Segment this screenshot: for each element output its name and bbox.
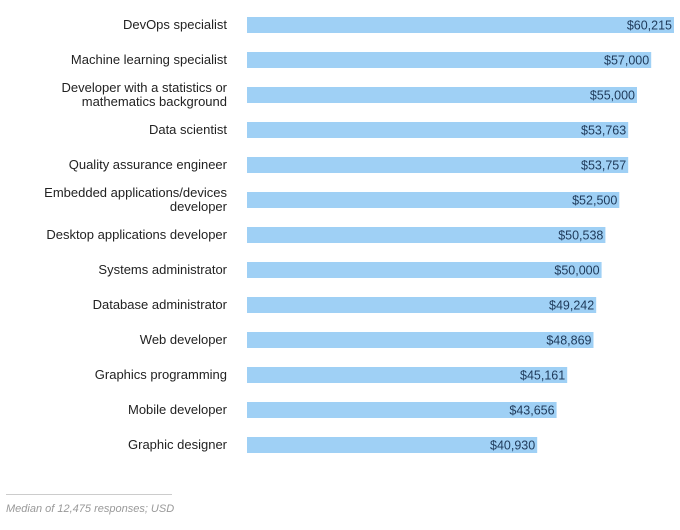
bar-1 bbox=[247, 52, 652, 68]
value-label-9: $48,869 bbox=[546, 334, 591, 348]
category-label-2: Developer with a statistics or mathematic… bbox=[62, 80, 228, 109]
value-label-7: $50,000 bbox=[554, 264, 599, 278]
category-label-7: Systems administrator bbox=[98, 262, 227, 277]
category-label-10: Graphics programming bbox=[95, 367, 227, 382]
category-label-9: Web developer bbox=[140, 332, 228, 347]
value-label-0: $60,215 bbox=[627, 19, 672, 33]
category-label-3: Data scientist bbox=[149, 122, 227, 137]
bar-9 bbox=[247, 332, 594, 348]
value-label-11: $43,656 bbox=[509, 404, 554, 418]
value-label-2: $55,000 bbox=[590, 89, 635, 103]
bar-5 bbox=[247, 192, 620, 208]
bar-chart: $60,215 DevOps specialist $57,000 Machine l… bbox=[44, 17, 674, 453]
footnote-divider bbox=[6, 494, 172, 495]
bar-6 bbox=[247, 227, 606, 243]
bar-2 bbox=[247, 87, 637, 103]
bar-4 bbox=[247, 157, 629, 173]
category-label-4: Quality assurance engineer bbox=[69, 157, 228, 172]
bar-3 bbox=[247, 122, 629, 138]
category-label-12: Graphic designer bbox=[128, 437, 228, 452]
footnote: Median of 12,475 responses; USD bbox=[6, 503, 175, 515]
bar-8 bbox=[247, 297, 597, 313]
bar-10 bbox=[247, 367, 568, 383]
value-label-8: $49,242 bbox=[549, 299, 594, 313]
category-label-8: Database administrator bbox=[93, 297, 228, 312]
value-label-1: $57,000 bbox=[604, 54, 649, 68]
value-label-3: $53,763 bbox=[581, 124, 626, 138]
value-label-12: $40,930 bbox=[490, 439, 535, 453]
bar-0 bbox=[247, 17, 674, 33]
bar-11 bbox=[247, 402, 557, 418]
category-label-11: Mobile developer bbox=[128, 402, 228, 417]
value-label-5: $52,500 bbox=[572, 194, 617, 208]
category-label-5: Embedded applications/devices developer bbox=[44, 185, 228, 214]
value-label-6: $50,538 bbox=[558, 229, 603, 243]
category-label-6: Desktop applications developer bbox=[46, 227, 227, 242]
value-label-10: $45,161 bbox=[520, 369, 565, 383]
bar-7 bbox=[247, 262, 602, 278]
bar-12 bbox=[247, 437, 538, 453]
category-label-0: DevOps specialist bbox=[123, 17, 227, 32]
category-label-1: Machine learning specialist bbox=[71, 52, 227, 67]
value-label-4: $53,757 bbox=[581, 159, 626, 173]
